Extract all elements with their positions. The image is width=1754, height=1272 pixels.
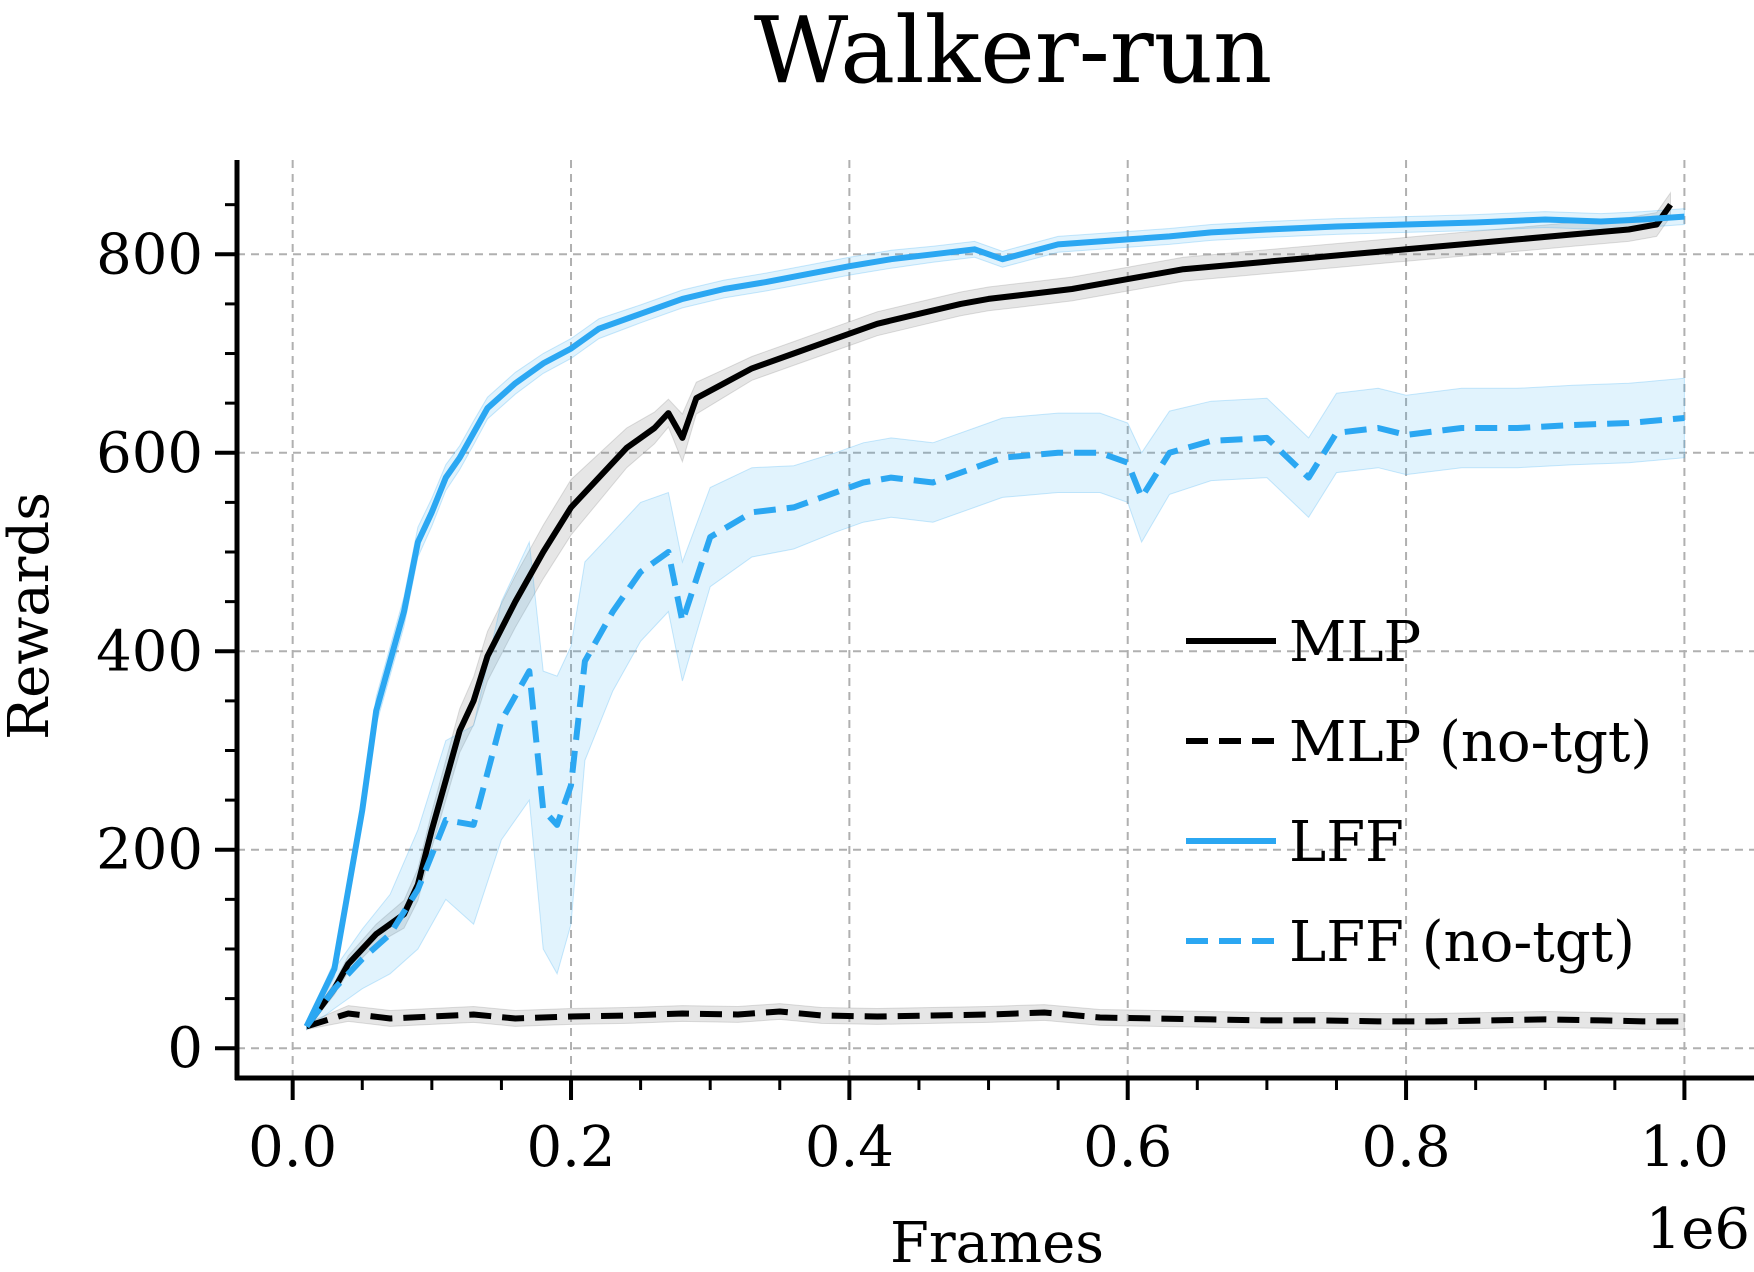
x-tick-label-2: 0.4 xyxy=(805,1115,894,1180)
x-tick-label-3: 0.6 xyxy=(1083,1115,1172,1180)
series-lines xyxy=(303,202,1685,1030)
series-line-lff xyxy=(303,213,1685,1028)
x-axis-label: Frames xyxy=(890,1211,1104,1272)
series-line-lff-no-tgt xyxy=(304,415,1685,1029)
series-line-mlp-no-tgt xyxy=(305,1008,1685,1030)
chart-title: Walker-run xyxy=(754,0,1273,104)
band-lff-no-tgt xyxy=(306,377,1685,1031)
y-axis-ticks: 0 200 400 600 800 xyxy=(96,203,237,1081)
legend-label-lff-no-tgt: LFF (no-tgt) xyxy=(1289,910,1635,975)
axes xyxy=(234,160,1754,1081)
y-tick-label-3: 600 xyxy=(96,421,203,486)
x-tick-label-4: 0.8 xyxy=(1362,1115,1451,1180)
legend-label-lff: LFF xyxy=(1289,810,1404,875)
legend: MLP MLP (no-tgt) LFF LFF (no-tgt) xyxy=(1186,610,1652,975)
legend-label-mlp: MLP xyxy=(1289,610,1421,675)
y-tick-label-0: 0 xyxy=(167,1016,203,1081)
y-tick-label-2: 400 xyxy=(96,619,203,684)
y-tick-label-4: 800 xyxy=(96,222,203,287)
x-axis-ticks: 0.0 0.2 0.4 0.6 0.8 1.0 xyxy=(248,1078,1729,1180)
series-line-mlp xyxy=(304,202,1673,1029)
x-tick-label-1: 0.2 xyxy=(526,1115,615,1180)
x-tick-label-5: 1.0 xyxy=(1640,1115,1729,1180)
y-axis-label: Rewards xyxy=(0,492,62,740)
x-axis-offset-label: 1e6 xyxy=(1646,1197,1750,1262)
y-tick-label-1: 200 xyxy=(96,818,203,883)
legend-label-mlp-no-tgt: MLP (no-tgt) xyxy=(1289,710,1652,775)
band-lff xyxy=(306,208,1685,1030)
x-tick-label-0: 0.0 xyxy=(248,1115,337,1180)
